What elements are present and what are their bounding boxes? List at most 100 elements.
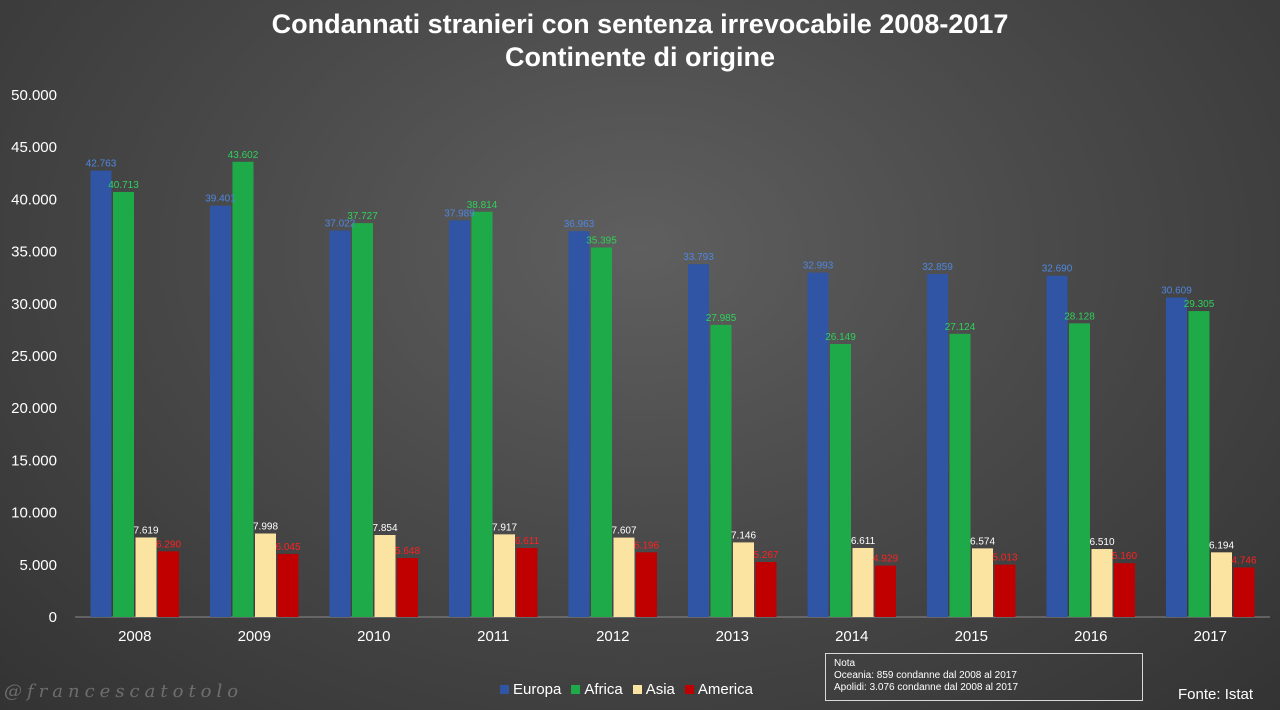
- bar-africa: [710, 324, 732, 617]
- bar-value-label: 6.194: [1209, 540, 1234, 551]
- bar-value-label: 7.917: [492, 522, 517, 533]
- bar-value-label: 5.160: [1112, 551, 1137, 562]
- bar-america: [1114, 563, 1135, 617]
- bar-labels-group: 42.763 40.713 7.619 6.290 39.401 43.602 7.998 6…: [86, 150, 1257, 567]
- watermark: @francescatotolo: [4, 681, 244, 702]
- bar-asia: [255, 533, 276, 617]
- bar-value-label: 7.854: [372, 523, 397, 534]
- y-tick-label: 0: [49, 609, 57, 626]
- bar-value-label: 5.013: [992, 553, 1017, 564]
- bars-group: [90, 161, 1255, 618]
- bar-america: [1233, 567, 1255, 617]
- bar-value-label: 5.648: [395, 546, 420, 557]
- legend-item-africa: Africa: [571, 681, 623, 698]
- y-tick-label: 5.000: [19, 557, 57, 574]
- legend-item-asia: Asia: [632, 680, 675, 698]
- y-tick-label: 10.000: [11, 505, 57, 522]
- note-box: Nota Oceania: 859 condanne dal 2008 al 2…: [825, 653, 1143, 701]
- bar-asia: [374, 535, 396, 617]
- legend-item-europa: Europa: [500, 681, 561, 698]
- y-tick-label: 15.000: [11, 452, 57, 469]
- bar-value-label: 30.609: [1161, 285, 1192, 296]
- bar-america: [994, 564, 1016, 617]
- bar-europa: [210, 205, 231, 617]
- bar-value-label: 4.929: [873, 554, 898, 565]
- bar-asia: [1211, 552, 1232, 617]
- bar-value-label: 7.619: [133, 525, 158, 536]
- legend-label: Asia: [645, 680, 675, 698]
- y-tick-label: 25.000: [11, 348, 57, 365]
- bar-asia: [494, 534, 515, 617]
- bar-value-label: 7.607: [611, 526, 636, 537]
- bar-europa: [927, 273, 948, 617]
- bar-africa: [830, 344, 851, 617]
- chart-title: Condannati stranieri con sentenza irrevo…: [0, 8, 1280, 74]
- bar-value-label: 43.602: [228, 150, 259, 161]
- bar-value-label: 37.989: [444, 208, 475, 219]
- bar-value-label: 6.611: [851, 536, 876, 547]
- bar-america: [397, 558, 418, 617]
- bar-america: [875, 565, 896, 617]
- x-tick-label: 2012: [596, 628, 629, 645]
- bar-asia: [1091, 549, 1113, 617]
- bar-europa: [568, 231, 590, 618]
- y-tick-label: 35.000: [11, 244, 57, 261]
- y-axis: 0 5.000 10.000 15.000 20.000 25.000 30.000 35.0…: [11, 87, 57, 626]
- bar-value-label: 29.305: [1184, 299, 1215, 310]
- legend-swatch: [571, 684, 581, 694]
- bar-value-label: 32.993: [803, 261, 834, 272]
- bar-value-label: 6.510: [1089, 537, 1114, 548]
- bar-value-label: 6.290: [156, 539, 181, 550]
- bar-europa: [688, 264, 709, 617]
- bar-value-label: 7.146: [731, 530, 756, 541]
- bar-europa: [449, 220, 470, 617]
- legend-swatch: [500, 684, 509, 694]
- bar-value-label: 27.985: [706, 313, 737, 324]
- bar-asia: [613, 537, 635, 617]
- x-tick-label: 2013: [716, 628, 749, 645]
- bar-america: [636, 552, 657, 617]
- bar-value-label: 32.859: [922, 262, 953, 273]
- bar-europa: [90, 170, 112, 618]
- bar-africa: [471, 211, 493, 617]
- x-tick-label: 2014: [835, 628, 868, 645]
- bar-value-label: 4.746: [1231, 555, 1256, 566]
- bar-value-label: 37.022: [325, 218, 356, 229]
- bar-america: [516, 547, 538, 617]
- legend-label: Europa: [513, 680, 562, 698]
- bar-america: [277, 553, 299, 617]
- bar-america: [755, 562, 777, 617]
- bar-asia: [972, 548, 993, 617]
- source-label: Fonte: Istat: [1178, 686, 1254, 703]
- note-line-apolidi: Apolidi: 3.076 condanne dal 2008 al 2017: [834, 682, 1019, 693]
- bar-value-label: 5.267: [753, 550, 778, 561]
- x-tick-label: 2008: [118, 628, 151, 645]
- x-tick-label: 2011: [477, 628, 509, 645]
- bar-value-label: 37.727: [347, 211, 378, 222]
- note-line-oceania: Oceania: 859 condanne dal 2008 al 2017: [834, 670, 1017, 681]
- x-tick-label: 2016: [1074, 628, 1107, 645]
- x-tick-label: 2010: [357, 628, 390, 645]
- x-axis: 2008 2009 2010 2011 2012 2013 2014 2015 2016 2017: [75, 616, 1270, 645]
- bar-value-label: 33.793: [683, 252, 714, 263]
- bar-value-label: 28.128: [1064, 311, 1095, 322]
- y-tick-label: 50.000: [11, 87, 57, 104]
- bar-africa: [232, 161, 254, 618]
- legend-label: America: [697, 680, 753, 698]
- bar-value-label: 6.611: [515, 536, 540, 547]
- bar-america: [158, 551, 179, 617]
- bar-value-label: 6.574: [970, 536, 995, 547]
- bar-value-label: 40.713: [108, 180, 139, 191]
- bar-europa: [807, 272, 829, 617]
- y-tick-label: 20.000: [11, 400, 57, 417]
- chart-title-line1: Condannati stranieri con sentenza irrevo…: [271, 9, 1009, 39]
- chart-title-line2: Continente di origine: [505, 42, 775, 72]
- y-tick-label: 30.000: [11, 296, 57, 313]
- bar-europa: [1046, 275, 1068, 617]
- note-heading: Nota: [834, 658, 856, 669]
- y-tick-label: 45.000: [11, 139, 57, 156]
- bar-value-label: 27.124: [945, 322, 976, 333]
- bar-value-label: 6.196: [634, 540, 659, 551]
- bar-value-label: 38.814: [467, 200, 498, 211]
